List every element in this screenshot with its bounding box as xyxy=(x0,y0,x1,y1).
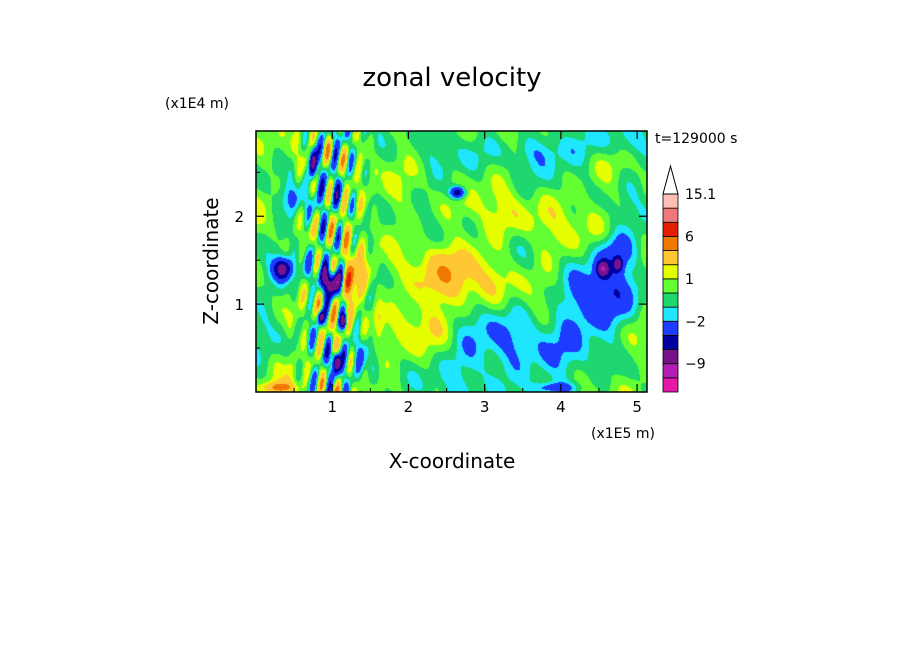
y-tick-label: 1 xyxy=(234,296,244,314)
colorbar-swatch xyxy=(662,250,679,266)
colorbar: 15.1 6 1 −2 −9 xyxy=(662,164,716,393)
colorbar-extend-arrow xyxy=(662,164,679,195)
colorbar-swatch xyxy=(662,306,679,322)
colorbar-label: 15.1 xyxy=(685,187,716,203)
x-tick-label: 3 xyxy=(480,398,490,416)
colorbar-swatch xyxy=(662,363,679,379)
time-label: t=129000 s xyxy=(655,131,737,147)
chart-title: zonal velocity xyxy=(362,63,541,93)
y-axis-ticks: 12 xyxy=(234,171,647,349)
colorbar-swatch xyxy=(662,335,679,350)
colorbar-swatch xyxy=(662,320,679,336)
colorbar-swatch xyxy=(662,221,679,237)
colorbar-swatch xyxy=(662,236,679,251)
y-axis-label: Z-coordinate xyxy=(199,197,223,324)
colorbar-swatch xyxy=(662,264,679,280)
colorbar-swatch xyxy=(662,193,679,209)
colorbar-swatch xyxy=(662,278,679,294)
x-tick-label: 5 xyxy=(632,398,642,416)
colorbar-label: −9 xyxy=(685,357,706,373)
y-scale-label: (x1E4 m) xyxy=(165,96,229,112)
colorbar-label: −2 xyxy=(685,314,706,330)
colorbar-swatch xyxy=(662,292,679,308)
x-tick-label: 4 xyxy=(556,398,566,416)
colorbar-swatch xyxy=(662,349,679,365)
x-scale-label: (x1E5 m) xyxy=(591,426,655,442)
plot-frame xyxy=(255,130,648,393)
x-tick-label: 1 xyxy=(327,398,337,416)
x-axis-ticks: 1 2 3 4 5 xyxy=(293,131,642,416)
x-tick-label: 2 xyxy=(404,398,414,416)
colorbar-label: 6 xyxy=(685,229,694,245)
colorbar-swatch xyxy=(662,377,679,393)
plot-area xyxy=(255,130,648,393)
heatmap-field xyxy=(256,131,647,392)
colorbar-label: 1 xyxy=(685,272,694,288)
colorbar-swatch xyxy=(662,207,679,223)
heatmap-canvas-holder xyxy=(256,131,647,392)
x-axis-label: X-coordinate xyxy=(389,449,516,473)
y-tick-label: 2 xyxy=(234,208,244,226)
